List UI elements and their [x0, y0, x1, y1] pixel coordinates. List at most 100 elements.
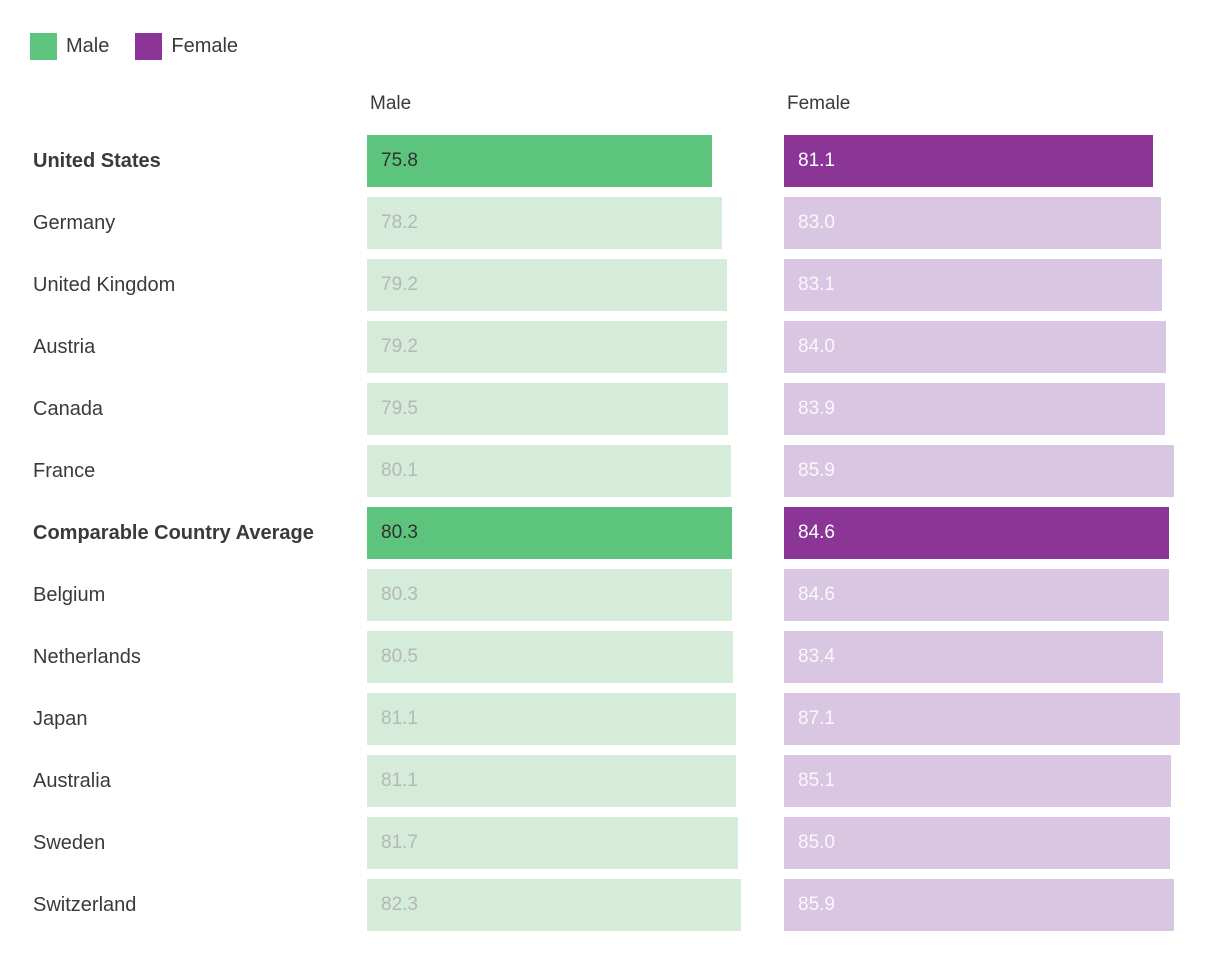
male-legend-swatch — [30, 33, 57, 60]
female-bar-track: 81.1 — [784, 135, 1220, 187]
male-value-label: 80.3 — [381, 522, 418, 543]
country-row: Switzerland 82.3 85.9 — [0, 879, 1220, 931]
male-bar-track: 81.7 — [367, 817, 784, 869]
grouped-bar-chart: Male Female United States 75.8 81.1 Germ… — [0, 93, 1220, 931]
male-value-label: 79.2 — [381, 336, 418, 357]
country-row: United States 75.8 81.1 — [0, 135, 1220, 187]
female-value-label: 84.6 — [798, 584, 835, 605]
male-bar: 80.1 — [367, 445, 732, 497]
male-value-label: 79.2 — [381, 274, 418, 295]
female-bar: 85.9 — [784, 879, 1175, 931]
male-column-header: Male — [370, 93, 412, 114]
female-bar-track: 84.0 — [784, 321, 1220, 373]
male-bar-track: 81.1 — [367, 755, 784, 807]
male-value-label: 80.3 — [381, 584, 418, 605]
country-row: Japan 81.1 87.1 — [0, 693, 1220, 745]
male-bar-track: 80.1 — [367, 445, 784, 497]
country-row: United Kingdom 79.2 83.1 — [0, 259, 1220, 311]
female-value-label: 83.1 — [798, 274, 835, 295]
country-label: Canada — [33, 397, 104, 420]
male-bar: 80.3 — [367, 569, 732, 621]
male-bar: 78.2 — [367, 197, 723, 249]
male-legend-label: Male — [66, 35, 110, 57]
female-bar: 85.9 — [784, 445, 1175, 497]
male-bar-track: 79.2 — [367, 321, 784, 373]
male-value-label: 81.1 — [381, 770, 418, 791]
country-label: Switzerland — [33, 893, 137, 916]
female-value-label: 83.4 — [798, 646, 835, 667]
female-bar: 83.1 — [784, 259, 1162, 311]
male-bar: 80.3 — [367, 507, 732, 559]
male-bar-track: 79.5 — [367, 383, 784, 435]
male-bar-track: 79.2 — [367, 259, 784, 311]
country-label: Netherlands — [33, 645, 141, 668]
male-bar-track: 75.8 — [367, 135, 784, 187]
female-bar-track: 83.1 — [784, 259, 1220, 311]
male-bar: 80.5 — [367, 631, 733, 683]
female-bar-track: 87.1 — [784, 693, 1220, 745]
column-headers: Male Female — [0, 93, 1220, 122]
female-bar: 85.1 — [784, 755, 1171, 807]
country-label: Austria — [33, 335, 96, 358]
country-row: Netherlands 80.5 83.4 — [0, 631, 1220, 683]
female-bar-track: 85.9 — [784, 445, 1220, 497]
female-bar: 83.0 — [784, 197, 1162, 249]
male-bar-track: 82.3 — [367, 879, 784, 931]
country-row: Sweden 81.7 85.0 — [0, 817, 1220, 869]
female-bar: 81.1 — [784, 135, 1153, 187]
female-value-label: 83.9 — [798, 398, 835, 419]
male-value-label: 80.1 — [381, 460, 418, 481]
female-value-label: 81.1 — [798, 150, 835, 171]
male-bar: 79.5 — [367, 383, 729, 435]
country-row: Austria 79.2 84.0 — [0, 321, 1220, 373]
country-label: Belgium — [33, 583, 106, 606]
female-value-label: 85.0 — [798, 832, 835, 853]
male-value-label: 81.1 — [381, 708, 418, 729]
country-row: Comparable Country Average 80.3 84.6 — [0, 507, 1220, 559]
chart-legend: Male Female — [30, 33, 1220, 60]
header-spacer — [0, 93, 367, 122]
female-bar: 84.6 — [784, 569, 1169, 621]
country-label: Australia — [33, 769, 111, 792]
female-bar-track: 83.0 — [784, 197, 1220, 249]
female-bar-track: 83.4 — [784, 631, 1220, 683]
country-row: Germany 78.2 83.0 — [0, 197, 1220, 249]
male-bar-track: 80.5 — [367, 631, 784, 683]
country-label: United Kingdom — [33, 273, 176, 296]
male-bar: 81.1 — [367, 755, 736, 807]
country-row: Belgium 80.3 84.6 — [0, 569, 1220, 621]
female-value-label: 87.1 — [798, 708, 835, 729]
chart-rows: United States 75.8 81.1 Germany 78.2 83.… — [0, 135, 1220, 931]
male-value-label: 81.7 — [381, 832, 418, 853]
country-label: Sweden — [33, 831, 106, 854]
male-bar: 82.3 — [367, 879, 742, 931]
female-bar-track: 83.9 — [784, 383, 1220, 435]
legend-item-female: Female — [135, 33, 238, 60]
country-label: Germany — [33, 211, 116, 234]
female-value-label: 85.9 — [798, 460, 835, 481]
female-bar-track: 84.6 — [784, 507, 1220, 559]
female-value-label: 85.9 — [798, 894, 835, 915]
male-value-label: 79.5 — [381, 398, 418, 419]
female-bar: 84.6 — [784, 507, 1169, 559]
female-column-header: Female — [787, 93, 851, 114]
female-value-label: 83.0 — [798, 212, 835, 233]
female-bar: 87.1 — [784, 693, 1180, 745]
male-value-label: 82.3 — [381, 894, 418, 915]
country-row: France 80.1 85.9 — [0, 445, 1220, 497]
male-bar-track: 80.3 — [367, 569, 784, 621]
country-label: Japan — [33, 707, 88, 730]
female-bar-track: 85.1 — [784, 755, 1220, 807]
female-value-label: 84.6 — [798, 522, 835, 543]
country-label: Comparable Country Average — [33, 521, 314, 544]
male-bar: 79.2 — [367, 321, 727, 373]
female-bar-track: 85.9 — [784, 879, 1220, 931]
female-value-label: 84.0 — [798, 336, 835, 357]
male-value-label: 80.5 — [381, 646, 418, 667]
male-bar: 75.8 — [367, 135, 712, 187]
female-bar-track: 84.6 — [784, 569, 1220, 621]
country-row: Canada 79.5 83.9 — [0, 383, 1220, 435]
female-bar: 85.0 — [784, 817, 1171, 869]
male-bar: 79.2 — [367, 259, 727, 311]
male-value-label: 78.2 — [381, 212, 418, 233]
